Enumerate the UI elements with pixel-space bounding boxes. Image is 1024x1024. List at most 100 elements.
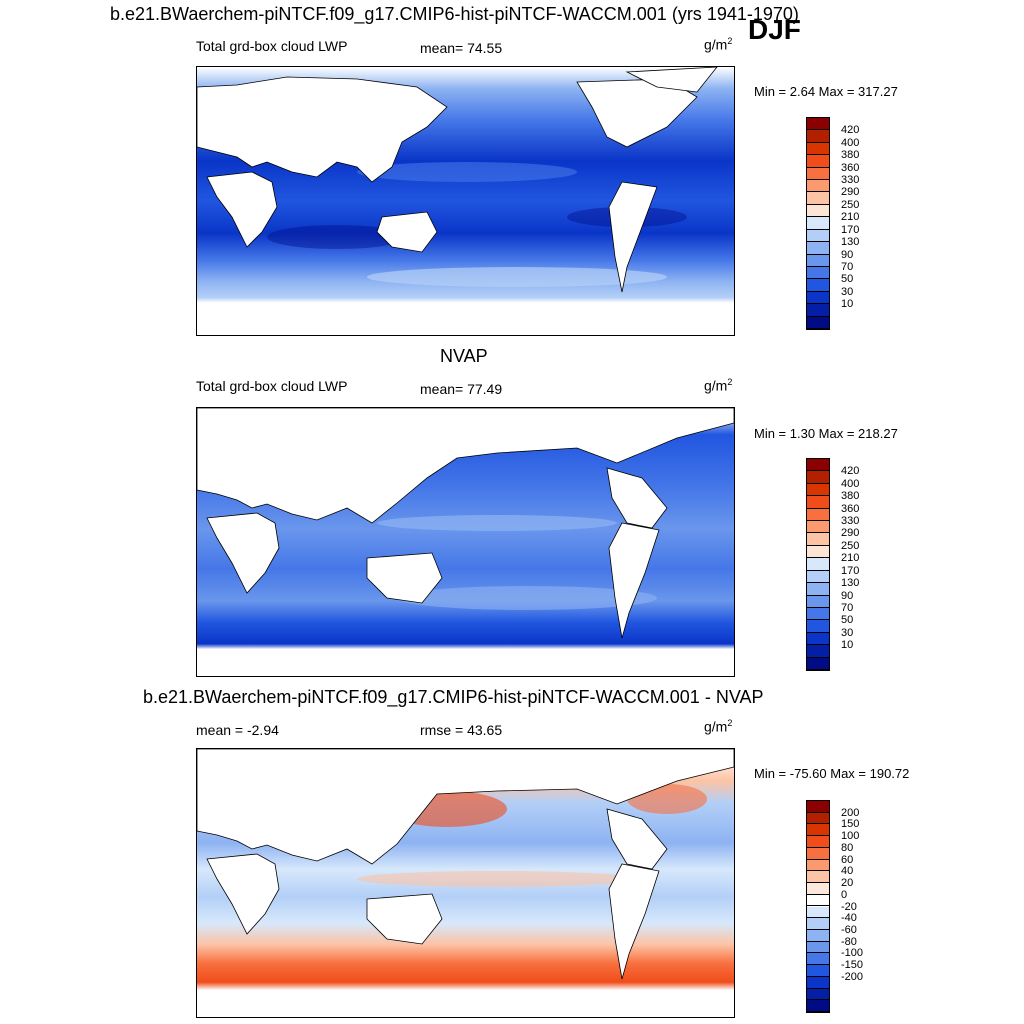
- colorbar-swatch: [807, 570, 829, 584]
- panel-2-title: NVAP: [440, 346, 488, 366]
- colorbar-tick-label: 70: [841, 260, 854, 273]
- season-label: DJF: [748, 14, 801, 45]
- colorbar-tick-label: 360: [841, 161, 860, 174]
- colorbar-swatch: [807, 316, 829, 329]
- panel-2-colorbar: 420 400 380 360 330 290 250 210 170 130 90 70 50 30 10: [806, 458, 859, 671]
- colorbar-swatch: [807, 496, 829, 509]
- colorbar-tick-label: 90: [841, 589, 854, 602]
- colorbar-tick-label: 400: [841, 136, 860, 149]
- colorbar-tick-label: 250: [841, 539, 860, 552]
- colorbar-tick-label: -60: [841, 923, 857, 936]
- panel-3-colorbar: 200 150 100 80 60 40 20 0 -20 -40 -60 -80 -100 -150 -2…: [806, 800, 863, 1013]
- colorbar-swatch: [807, 812, 829, 825]
- panel-3-rmse-label: rmse = 43.65: [420, 722, 503, 738]
- colorbar-tick-label: 80: [841, 841, 854, 854]
- colorbar-tick-label: 50: [841, 273, 854, 286]
- colorbar-tick-label: 210: [841, 211, 860, 224]
- colorbar-swatch: [807, 217, 829, 230]
- colorbar-swatch: [807, 929, 829, 942]
- colorbar-swatch: [807, 266, 829, 280]
- colorbar-swatch: [807, 254, 829, 267]
- panel-3-map: [196, 748, 735, 1018]
- colorbar-tick-label: 170: [841, 223, 860, 236]
- colorbar-tick-label: 170: [841, 564, 860, 577]
- colorbar-tick-label: 330: [841, 515, 860, 528]
- colorbar-swatch: [807, 595, 829, 608]
- colorbar-tick-label: 10: [841, 639, 854, 652]
- colorbar-swatch: [807, 291, 829, 305]
- colorbar-swatch: [807, 167, 829, 181]
- colorbar-swatch: [807, 533, 829, 546]
- colorbar-tick-label: 30: [841, 626, 854, 639]
- colorbar-swatch: [807, 130, 829, 143]
- colorbar-swatch: [807, 953, 829, 966]
- colorbar-swatch: [807, 859, 829, 872]
- colorbar-swatch: [807, 558, 829, 571]
- colorbar-swatch: [807, 883, 829, 895]
- panel-1-left-label: Total grd-box cloud LWP: [196, 38, 348, 54]
- colorbar-tick-label: 420: [841, 465, 860, 478]
- colorbar-swatch: [807, 632, 829, 646]
- colorbar-swatch: [807, 607, 829, 621]
- panel-3-minmax: Min = -75.60 Max = 190.72: [754, 766, 910, 781]
- colorbar-swatch: [807, 965, 829, 977]
- colorbar-tick-label: 100: [841, 830, 860, 843]
- colorbar-swatch: [807, 155, 829, 168]
- colorbar-tick-label: -80: [841, 935, 857, 948]
- colorbar-swatch: [807, 918, 829, 930]
- colorbar-tick-label: 200: [841, 806, 860, 819]
- colorbar-tick-label: 380: [841, 149, 860, 162]
- colorbar-tick-label: 20: [841, 877, 854, 890]
- colorbar-swatch: [807, 279, 829, 292]
- colorbar-swatch: [807, 824, 829, 837]
- colorbar-swatch: [807, 508, 829, 522]
- colorbar-swatch: [807, 847, 829, 860]
- colorbar-tick-label: 30: [841, 285, 854, 298]
- colorbar-tick-label: 290: [841, 186, 860, 199]
- panel-1-map: [196, 66, 735, 336]
- colorbar-tick-label: 360: [841, 502, 860, 515]
- colorbar-swatch: [807, 988, 829, 1001]
- colorbar-swatch: [807, 142, 829, 156]
- colorbar-swatch: [807, 304, 829, 317]
- colorbar-tick-label: 330: [841, 174, 860, 187]
- panel-2-minmax: Min = 1.30 Max = 218.27: [754, 426, 898, 441]
- panel-2-units: g/m2: [704, 377, 733, 394]
- colorbar-swatch: [807, 894, 829, 907]
- colorbar-tick-label: 250: [841, 198, 860, 211]
- colorbar-tick-label: -100: [841, 947, 864, 960]
- colorbar-swatch: [807, 657, 829, 670]
- panel-2-mean-label: mean= 77.49: [420, 381, 503, 397]
- colorbar-tick-label: 420: [841, 124, 860, 137]
- colorbar-swatch: [807, 645, 829, 658]
- colorbar-swatch: [807, 180, 829, 193]
- colorbar-tick-label: 50: [841, 614, 854, 627]
- colorbar-swatch: [807, 906, 829, 919]
- panel-1-units: g/m2: [704, 36, 733, 53]
- colorbar-tick-label: -150: [841, 959, 864, 972]
- panel-3-mean-label: mean = -2.94: [196, 722, 279, 738]
- colorbar-tick-label: 70: [841, 601, 854, 614]
- colorbar-tick-label: 10: [841, 298, 854, 311]
- colorbar-swatch: [807, 229, 829, 243]
- colorbar-tick-label: 130: [841, 577, 860, 590]
- colorbar-swatch: [807, 521, 829, 534]
- colorbar-swatch: [807, 483, 829, 497]
- colorbar-swatch: [807, 620, 829, 633]
- colorbar-swatch: [807, 583, 829, 596]
- colorbar-tick-label: 290: [841, 527, 860, 540]
- colorbar-tick-label: -20: [841, 900, 857, 913]
- colorbar-swatch: [807, 204, 829, 218]
- colorbar-tick-label: 400: [841, 477, 860, 490]
- colorbar-tick-label: 40: [841, 865, 854, 878]
- colorbar-swatch: [807, 976, 829, 989]
- panel-1-minmax: Min = 2.64 Max = 317.27: [754, 84, 898, 99]
- colorbar-tick-label: -200: [841, 970, 864, 983]
- panel-1-colorbar: 420 400 380 360 330 290 250 210 170 130 90 70 50 30 10: [806, 117, 859, 330]
- colorbar-tick-label: -40: [841, 912, 857, 925]
- colorbar-swatch: [807, 471, 829, 484]
- colorbar-tick-label: 210: [841, 552, 860, 565]
- colorbar-swatch: [807, 459, 829, 472]
- colorbar-swatch: [807, 118, 829, 131]
- panel-2-left-label: Total grd-box cloud LWP: [196, 378, 348, 394]
